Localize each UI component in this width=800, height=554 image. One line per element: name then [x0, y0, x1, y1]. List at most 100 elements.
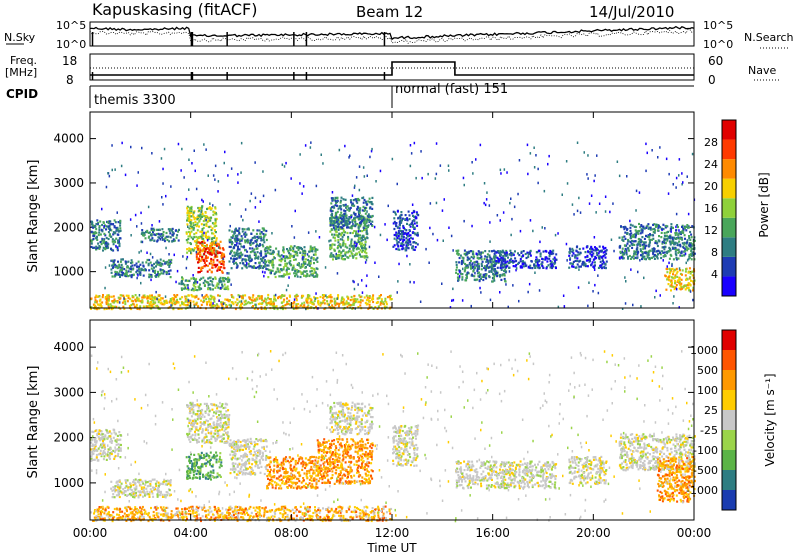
power-cell	[335, 234, 338, 237]
power-cell	[351, 254, 354, 257]
power-cell	[365, 220, 368, 223]
power-cell	[249, 256, 252, 259]
power-cell	[544, 258, 547, 261]
power-cell	[167, 270, 170, 273]
velocity-cell	[117, 449, 120, 452]
power-cell	[688, 237, 691, 240]
power-cell	[150, 228, 153, 232]
power-cell	[679, 243, 682, 246]
power-cell	[124, 300, 127, 303]
power-cell	[122, 294, 125, 297]
power-cell	[193, 149, 195, 152]
power-cell	[311, 274, 314, 277]
power-cell	[589, 248, 592, 251]
velocity-cell	[101, 433, 104, 436]
power-cell	[689, 238, 692, 241]
power-cell	[239, 242, 242, 246]
power-cell	[127, 266, 129, 269]
power-cell	[361, 236, 363, 239]
power-cell	[198, 270, 201, 274]
power-cell	[500, 278, 503, 281]
power-cell	[195, 277, 198, 281]
power-cell	[535, 251, 538, 254]
power-cell	[234, 240, 237, 243]
power-cell	[350, 227, 353, 230]
power-cell	[215, 249, 218, 252]
velocity-cell	[102, 449, 105, 453]
power-cell	[214, 229, 216, 232]
power-cell	[232, 303, 235, 306]
power-cell	[173, 253, 175, 257]
power-cell	[457, 273, 459, 276]
power-cell	[686, 249, 689, 252]
power-cell	[551, 263, 554, 266]
power-cell	[212, 298, 215, 301]
power-cell	[576, 259, 579, 263]
power-cell	[647, 223, 650, 226]
power-cell	[173, 298, 176, 301]
power-cell	[272, 300, 275, 304]
power-cell	[288, 272, 291, 275]
power-cell	[492, 268, 495, 271]
power-cell	[150, 233, 153, 236]
power-cell	[684, 284, 687, 287]
power-cell	[473, 278, 476, 281]
power-cell	[400, 213, 403, 217]
power-cell	[408, 229, 411, 232]
power-cell	[548, 254, 551, 258]
power-cell	[153, 296, 156, 299]
power-cell	[181, 301, 183, 304]
power-cell	[679, 232, 682, 235]
power-cell	[441, 209, 444, 212]
power-cell	[205, 223, 208, 226]
power-cell	[571, 265, 574, 268]
power-cell	[161, 228, 164, 231]
power-cell	[218, 246, 221, 249]
power-cell	[197, 206, 200, 210]
velocity-cell	[107, 431, 110, 434]
power-cell	[109, 228, 111, 231]
power-cell	[666, 265, 668, 268]
power-cell	[656, 250, 659, 253]
power-cell	[409, 225, 412, 228]
power-cell	[574, 254, 577, 257]
power-cell	[477, 250, 480, 253]
power-cell	[401, 240, 404, 243]
power-cell	[142, 268, 145, 271]
power-cell	[113, 298, 116, 301]
power-cell	[155, 275, 157, 278]
power-cell	[204, 249, 207, 252]
power-cell	[133, 264, 136, 267]
velocity-cell	[115, 443, 118, 446]
power-cell	[206, 251, 209, 254]
power-cell	[271, 258, 274, 261]
power-cell	[645, 258, 647, 261]
power-cell	[344, 231, 347, 234]
power-cell	[146, 301, 149, 304]
power-cell	[322, 162, 324, 165]
power-cell	[331, 233, 333, 236]
power-cell	[329, 301, 332, 304]
power-cell	[338, 302, 341, 305]
power-cell	[675, 232, 678, 235]
power-cell	[473, 275, 476, 278]
power-cell	[245, 258, 247, 261]
power-cell	[691, 270, 693, 273]
power-cell	[506, 260, 509, 263]
power-cell	[347, 302, 350, 305]
power-cell	[671, 262, 673, 266]
power-cell	[313, 269, 316, 272]
power-cell	[347, 235, 350, 239]
power-cell	[139, 300, 142, 303]
power-cell	[139, 273, 142, 276]
power-cell	[158, 220, 161, 223]
power-cell	[471, 263, 474, 266]
power-cell	[236, 237, 239, 240]
power-cell	[435, 201, 438, 205]
power-cell	[124, 302, 127, 306]
power-cell	[627, 238, 629, 242]
power-cell	[233, 262, 235, 265]
power-cell	[689, 284, 692, 287]
power-cell	[192, 228, 195, 231]
